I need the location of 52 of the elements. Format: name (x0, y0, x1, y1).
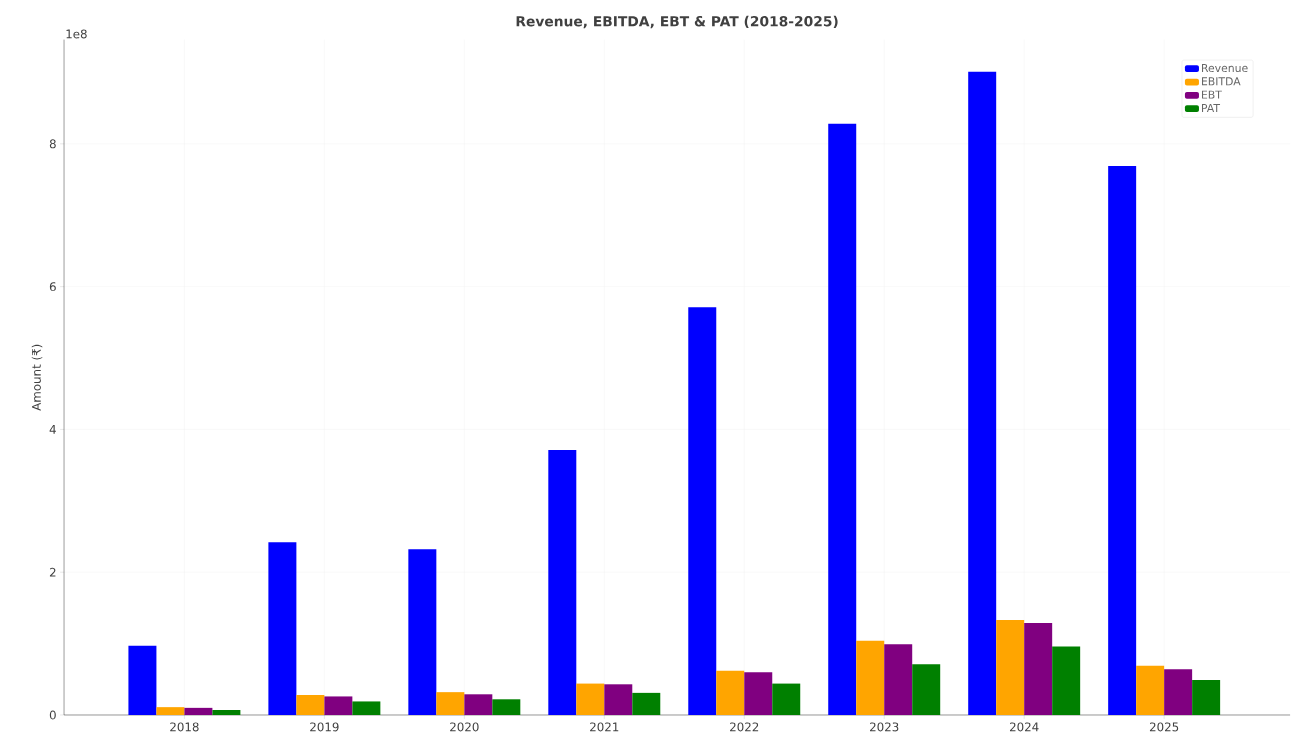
x-tick-label: 2020 (450, 722, 479, 732)
bar (1024, 623, 1053, 716)
y-tick-label: 8 (49, 139, 56, 149)
bar (828, 123, 857, 716)
y-tick-label: 2 (49, 567, 56, 577)
y-tick-label: 0 (49, 710, 56, 720)
bar (856, 640, 885, 716)
bar (1164, 669, 1193, 716)
bar (772, 683, 801, 716)
x-tick-label: 2024 (1009, 722, 1039, 732)
bar (968, 71, 997, 716)
text: 1e8 (66, 29, 87, 39)
bar (576, 683, 605, 716)
bar (1192, 680, 1221, 716)
bar (716, 670, 745, 716)
bar (156, 707, 185, 716)
legend-label: PAT (1202, 104, 1221, 113)
chart-title: Revenue, EBITDA, EBT & PAT (2018-2025) (516, 15, 838, 29)
bar (996, 620, 1025, 716)
bar (912, 664, 941, 716)
bar (1108, 166, 1137, 716)
y-axis-title: Amount (₹) (31, 344, 43, 411)
bar (464, 694, 493, 716)
x-tick-label: 2019 (310, 722, 339, 732)
bar (632, 692, 661, 716)
bar (604, 684, 633, 716)
bar (744, 672, 773, 716)
bar (128, 645, 157, 716)
bar (212, 710, 241, 716)
legend-label: EBT (1202, 90, 1222, 99)
bar (884, 644, 913, 716)
y-tick-label: 4 (49, 425, 56, 434)
bar (492, 699, 521, 716)
bar (1136, 665, 1165, 716)
bar (268, 542, 297, 716)
x-tick-label: 2018 (170, 722, 199, 732)
legend-label: Revenue (1202, 64, 1248, 73)
legend-label: EBITDA (1202, 77, 1241, 86)
x-tick-label: 2022 (730, 722, 759, 732)
bar (296, 695, 325, 716)
bar (688, 307, 717, 716)
bar (184, 707, 213, 716)
bar (436, 692, 465, 716)
bar (408, 549, 437, 716)
bar (1052, 646, 1081, 716)
y-tick-label: 6 (49, 282, 56, 292)
x-tick-label: 2023 (870, 722, 899, 732)
x-tick-label: 2025 (1149, 722, 1179, 732)
bar (548, 450, 577, 716)
bar (324, 696, 353, 716)
x-tick-label: 2021 (590, 722, 619, 732)
bar (352, 701, 381, 716)
